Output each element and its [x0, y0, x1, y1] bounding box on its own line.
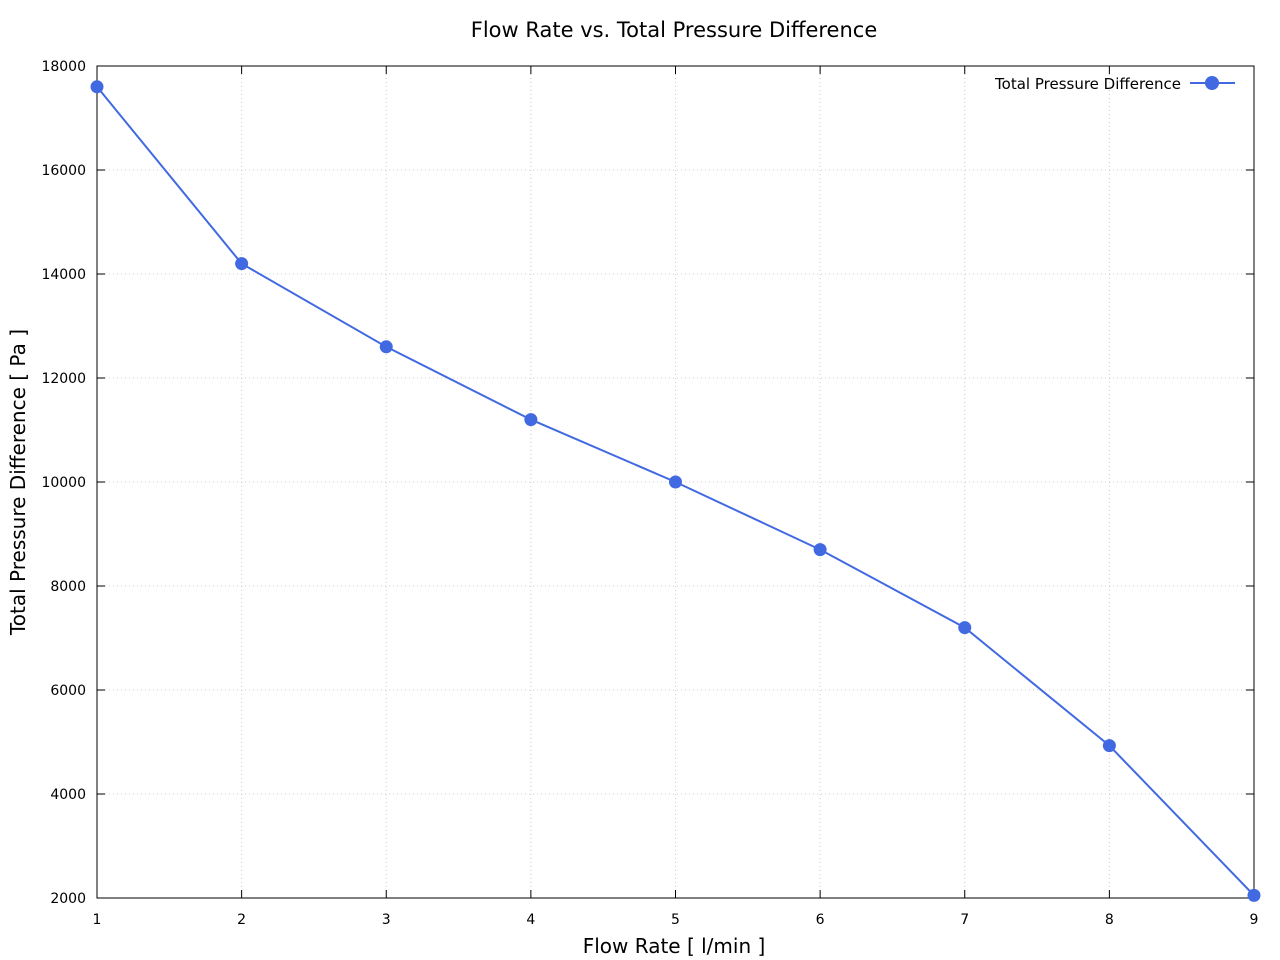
x-tick-label: 7	[960, 912, 969, 928]
y-tick-label: 12000	[41, 371, 86, 387]
data-point	[524, 413, 538, 427]
legend: Total Pressure Difference	[994, 75, 1235, 93]
x-tick-label: 4	[526, 912, 535, 928]
data-point	[958, 621, 972, 635]
x-axis-title: Flow Rate [ l/min ]	[583, 934, 766, 958]
data-point	[235, 257, 249, 271]
y-axis-title: Total Pressure Difference [ Pa ]	[6, 329, 30, 636]
x-tick-label: 6	[816, 912, 825, 928]
axis-ticks: 1 2 3 4 5 6 7 8 9 2000 4000 6000 8000 10000 12000 14000…	[41, 59, 1258, 928]
y-tick-label: 4000	[50, 787, 86, 803]
y-tick-label: 16000	[41, 163, 86, 179]
x-tick-label: 9	[1250, 912, 1259, 928]
data-point	[1247, 888, 1261, 902]
data-point	[669, 475, 682, 489]
legend-marker-swatch	[1205, 76, 1219, 90]
x-tick-label: 5	[671, 912, 680, 928]
data-point	[813, 543, 827, 557]
y-tick-label: 14000	[41, 267, 86, 283]
x-tick-label: 2	[237, 912, 246, 928]
legend-label: Total Pressure Difference	[994, 75, 1181, 93]
chart-title: Flow Rate vs. Total Pressure Difference	[471, 18, 878, 42]
x-tick-label: 1	[93, 912, 102, 928]
data-point	[90, 80, 104, 94]
data-point	[1102, 739, 1116, 753]
x-tick-label: 3	[382, 912, 391, 928]
y-tick-label: 6000	[50, 683, 86, 699]
y-tick-label: 2000	[50, 891, 86, 907]
y-tick-label: 18000	[41, 59, 86, 75]
y-tick-label: 10000	[41, 475, 86, 491]
series-layer	[90, 80, 1261, 902]
data-point	[379, 340, 393, 354]
y-tick-label: 8000	[50, 579, 86, 595]
x-tick-label: 8	[1105, 912, 1114, 928]
